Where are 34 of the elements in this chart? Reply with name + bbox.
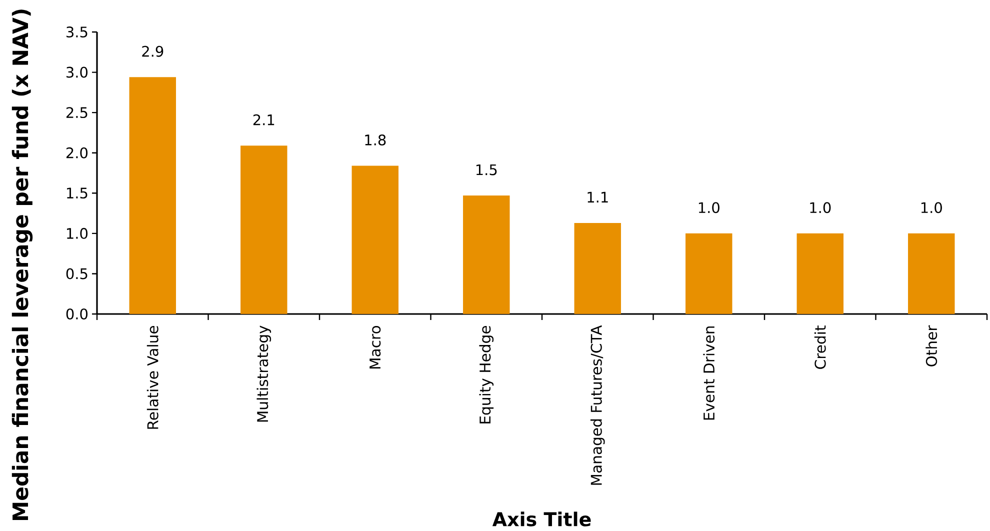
y-tick-label: 2.5 xyxy=(66,107,88,118)
y-axis-title: Median financial leverage per fund (x NAV) xyxy=(12,10,33,520)
data-label: 1.8 xyxy=(365,134,386,146)
data-label: 1.0 xyxy=(921,202,942,214)
x-axis-title: Axis Title xyxy=(492,512,591,526)
y-tick-label: 3.5 xyxy=(66,26,88,38)
data-label: 2.1 xyxy=(253,114,274,126)
x-tick-label: Managed Futures/CTA xyxy=(590,325,605,485)
data-label: 1.5 xyxy=(476,164,497,176)
x-tick-label: Event Driven xyxy=(703,326,715,420)
y-tick-label: 3.0 xyxy=(66,66,88,78)
data-label: 1.1 xyxy=(588,192,608,202)
x-tick-label: Relative Value xyxy=(146,326,158,429)
y-tick-label: 1.5 xyxy=(67,188,88,199)
x-tick-label: Other xyxy=(926,325,938,366)
x-tick-label: Multistrategy xyxy=(256,326,272,422)
y-tick-label: 2.0 xyxy=(66,147,88,158)
data-label: 2.9 xyxy=(142,46,164,57)
bar xyxy=(574,222,621,314)
x-tick-label: Equity Hedge xyxy=(479,326,494,424)
bar xyxy=(352,166,398,314)
y-tick-label: 1.0 xyxy=(67,228,88,239)
bar xyxy=(463,196,510,314)
bar xyxy=(796,233,844,314)
x-tick-label: Credit xyxy=(814,326,826,369)
y-tick-label: 0.5 xyxy=(66,268,88,280)
data-label: 1.0 xyxy=(810,202,831,214)
y-tick-label: 0.0 xyxy=(66,308,88,320)
bar xyxy=(686,233,732,314)
bar xyxy=(129,77,176,314)
bar xyxy=(908,233,955,314)
x-tick-label: Macro xyxy=(370,326,381,369)
bar xyxy=(240,146,288,314)
data-label: 1.0 xyxy=(698,202,720,214)
